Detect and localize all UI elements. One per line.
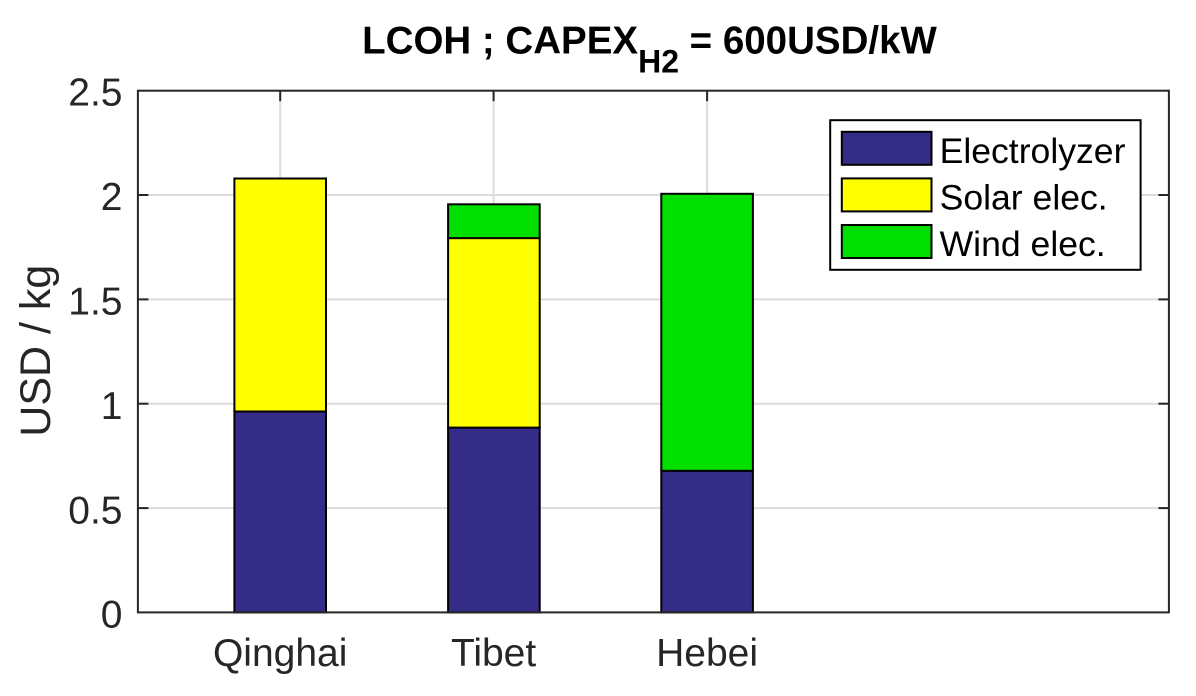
svg-text:Hebei: Hebei	[656, 632, 758, 675]
svg-text:Solar elec.: Solar elec.	[940, 178, 1108, 218]
svg-text:1: 1	[101, 385, 123, 428]
svg-text:0: 0	[101, 594, 123, 637]
svg-text:2: 2	[101, 176, 123, 219]
svg-text:Wind elec.: Wind elec.	[940, 224, 1106, 264]
svg-text:2.5: 2.5	[68, 72, 122, 115]
svg-text:1.5: 1.5	[68, 281, 122, 324]
svg-text:Qinghai: Qinghai	[213, 632, 347, 675]
svg-text:Electrolyzer: Electrolyzer	[940, 131, 1126, 171]
svg-text:Tibet: Tibet	[451, 632, 536, 675]
svg-text:USD / kg: USD / kg	[12, 265, 60, 437]
svg-text:0.5: 0.5	[68, 489, 122, 532]
